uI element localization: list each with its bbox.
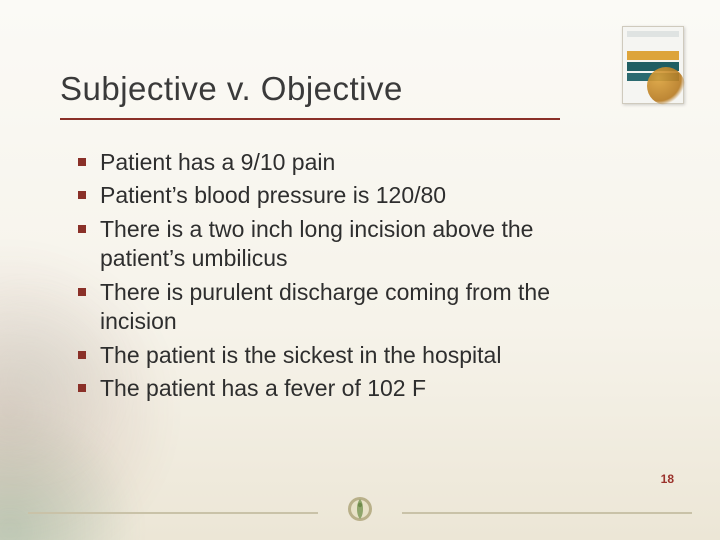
list-item: The patient has a fever of 102 F <box>78 374 620 403</box>
footer-ornament-icon <box>342 491 378 532</box>
list-item: There is a two inch long incision above … <box>78 215 620 274</box>
list-item: Patient’s blood pressure is 120/80 <box>78 181 620 210</box>
book-thumbnail <box>622 26 684 104</box>
bullet-list: Patient has a 9/10 pain Patient’s blood … <box>60 148 620 404</box>
slide-title: Subjective v. Objective <box>60 70 560 120</box>
list-item: Patient has a 9/10 pain <box>78 148 620 177</box>
footer-rule-left <box>28 512 318 514</box>
book-band <box>627 31 679 37</box>
list-item: The patient is the sickest in the hospit… <box>78 341 620 370</box>
footer-rule-right <box>402 512 692 514</box>
list-item: There is purulent discharge coming from … <box>78 278 620 337</box>
book-band <box>627 51 679 60</box>
book-swish <box>647 67 685 105</box>
slide-container: Subjective v. Objective Patient has a 9/… <box>0 0 720 540</box>
page-number: 18 <box>661 472 674 486</box>
